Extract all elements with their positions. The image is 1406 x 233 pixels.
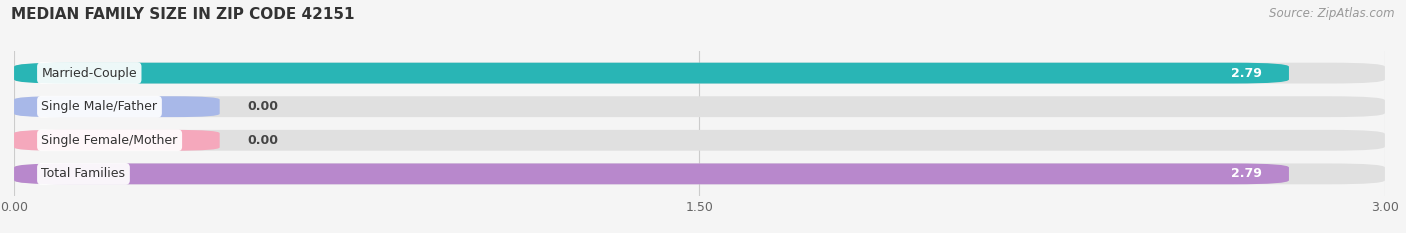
- Text: MEDIAN FAMILY SIZE IN ZIP CODE 42151: MEDIAN FAMILY SIZE IN ZIP CODE 42151: [11, 7, 354, 22]
- Text: Single Female/Mother: Single Female/Mother: [42, 134, 177, 147]
- Text: 2.79: 2.79: [1230, 167, 1261, 180]
- Text: 0.00: 0.00: [247, 134, 278, 147]
- Text: Total Families: Total Families: [42, 167, 125, 180]
- FancyBboxPatch shape: [14, 63, 1385, 83]
- Text: Source: ZipAtlas.com: Source: ZipAtlas.com: [1270, 7, 1395, 20]
- Text: Married-Couple: Married-Couple: [42, 67, 138, 80]
- Text: 2.79: 2.79: [1230, 67, 1261, 80]
- Text: Single Male/Father: Single Male/Father: [42, 100, 157, 113]
- FancyBboxPatch shape: [14, 130, 1385, 151]
- FancyBboxPatch shape: [14, 130, 219, 151]
- FancyBboxPatch shape: [14, 164, 1289, 184]
- FancyBboxPatch shape: [14, 96, 1385, 117]
- FancyBboxPatch shape: [14, 164, 1385, 184]
- FancyBboxPatch shape: [14, 63, 1289, 83]
- Text: 0.00: 0.00: [247, 100, 278, 113]
- FancyBboxPatch shape: [14, 96, 219, 117]
